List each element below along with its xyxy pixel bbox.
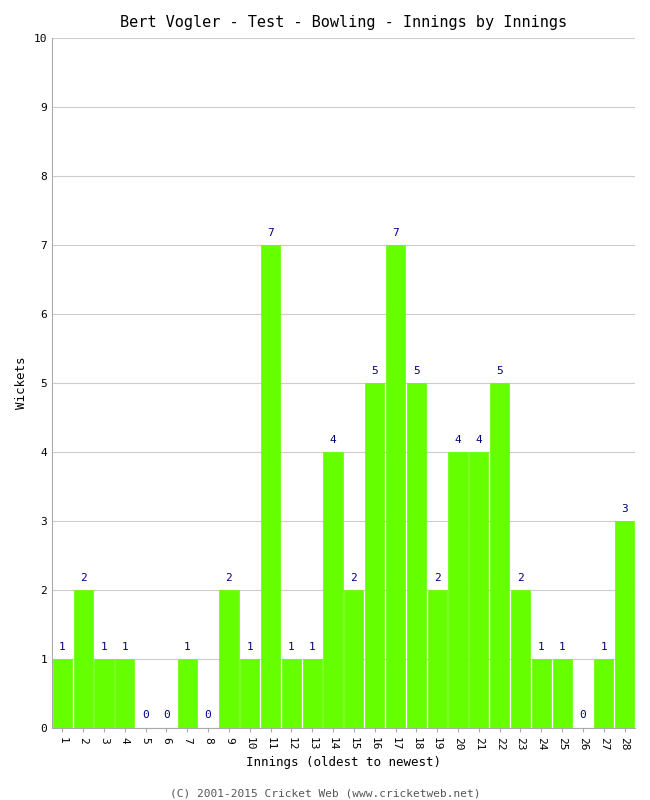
Text: 1: 1 bbox=[601, 642, 607, 652]
Text: 7: 7 bbox=[267, 228, 274, 238]
Bar bbox=[53, 659, 72, 728]
Text: 1: 1 bbox=[59, 642, 66, 652]
Text: 2: 2 bbox=[80, 573, 86, 583]
Text: 0: 0 bbox=[142, 710, 149, 720]
Text: 1: 1 bbox=[122, 642, 128, 652]
Bar bbox=[615, 521, 634, 728]
Y-axis label: Wickets: Wickets bbox=[15, 357, 28, 410]
Bar bbox=[219, 590, 239, 728]
Bar bbox=[428, 590, 447, 728]
Text: 1: 1 bbox=[309, 642, 316, 652]
Text: 0: 0 bbox=[205, 710, 211, 720]
Text: 1: 1 bbox=[246, 642, 253, 652]
Text: 1: 1 bbox=[538, 642, 545, 652]
Text: 4: 4 bbox=[475, 435, 482, 445]
Bar bbox=[511, 590, 530, 728]
Text: 5: 5 bbox=[413, 366, 420, 376]
Bar bbox=[469, 452, 488, 728]
Text: 1: 1 bbox=[288, 642, 294, 652]
Bar bbox=[448, 452, 467, 728]
Title: Bert Vogler - Test - Bowling - Innings by Innings: Bert Vogler - Test - Bowling - Innings b… bbox=[120, 15, 567, 30]
Text: 2: 2 bbox=[226, 573, 232, 583]
Bar bbox=[261, 245, 280, 728]
Bar bbox=[115, 659, 135, 728]
Bar bbox=[365, 383, 384, 728]
Bar bbox=[532, 659, 551, 728]
Text: 7: 7 bbox=[392, 228, 399, 238]
Text: (C) 2001-2015 Cricket Web (www.cricketweb.net): (C) 2001-2015 Cricket Web (www.cricketwe… bbox=[170, 788, 480, 798]
Text: 4: 4 bbox=[454, 435, 462, 445]
Text: 2: 2 bbox=[350, 573, 358, 583]
Bar bbox=[73, 590, 93, 728]
Text: 4: 4 bbox=[330, 435, 337, 445]
Bar bbox=[386, 245, 405, 728]
Text: 3: 3 bbox=[621, 504, 628, 514]
Bar bbox=[94, 659, 114, 728]
Text: 5: 5 bbox=[496, 366, 503, 376]
Bar bbox=[177, 659, 197, 728]
Bar bbox=[552, 659, 572, 728]
Bar bbox=[282, 659, 301, 728]
Bar bbox=[594, 659, 614, 728]
Bar bbox=[240, 659, 259, 728]
Bar bbox=[324, 452, 343, 728]
Bar bbox=[344, 590, 363, 728]
Text: 2: 2 bbox=[434, 573, 441, 583]
Text: 1: 1 bbox=[559, 642, 566, 652]
Text: 2: 2 bbox=[517, 573, 524, 583]
Bar bbox=[490, 383, 509, 728]
Text: 1: 1 bbox=[101, 642, 107, 652]
Text: 1: 1 bbox=[184, 642, 190, 652]
Text: 0: 0 bbox=[163, 710, 170, 720]
X-axis label: Innings (oldest to newest): Innings (oldest to newest) bbox=[246, 756, 441, 769]
Text: 5: 5 bbox=[371, 366, 378, 376]
Bar bbox=[303, 659, 322, 728]
Text: 0: 0 bbox=[580, 710, 586, 720]
Bar bbox=[407, 383, 426, 728]
